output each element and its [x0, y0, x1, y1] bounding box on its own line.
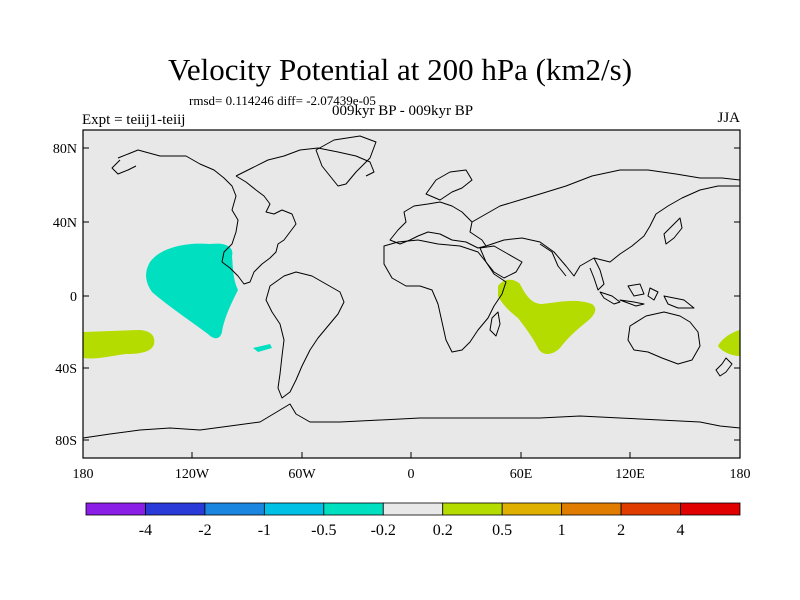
colorbar-label: -0.2 — [371, 522, 396, 539]
lon-label-60w: 60W — [288, 467, 316, 482]
lon-label-120e: 120E — [615, 467, 645, 482]
colorbar-swatch — [382, 502, 444, 516]
lat-label-80s: 80S — [55, 434, 77, 449]
map-title: Velocity Potential at 200 hPa (km2/s) — [167, 52, 633, 87]
colorbar-label: -1 — [258, 522, 271, 539]
anomaly-region-east-pacific — [146, 243, 238, 339]
colorbar-swatch — [323, 502, 384, 516]
colorbar-swatch — [501, 502, 563, 516]
colorbar-swatch — [680, 502, 741, 516]
period-label: 009kyr BP - 009kyr BP — [332, 103, 474, 119]
lat-label-40n: 40N — [53, 216, 77, 231]
coastlines — [82, 135, 741, 439]
anomaly-region-south-pacific-east — [718, 330, 740, 356]
colorbar-swatch — [263, 502, 325, 516]
stats-text: rmsd= 0.114246 diff= -2.07439e-05 — [189, 93, 376, 108]
axis-ticks — [82, 147, 741, 458]
colorbar-label: 0.2 — [433, 522, 453, 539]
colorbar-swatch — [561, 502, 622, 516]
anomaly-region-indian-ocean — [498, 279, 596, 354]
lon-label-120w: 120W — [175, 467, 210, 482]
lat-label-0: 0 — [70, 290, 77, 305]
lon-label-0: 0 — [408, 467, 415, 482]
colorbar-label: 1 — [558, 522, 566, 539]
colorbar-label: -2 — [198, 522, 211, 539]
colorbar-swatch — [204, 502, 265, 516]
colorbar-label: 4 — [677, 522, 685, 539]
colorbar-label: 2 — [617, 522, 625, 539]
lon-label-180e: 180 — [730, 467, 751, 482]
colorbar-label: -0.5 — [311, 522, 336, 539]
lon-label-60e: 60E — [510, 467, 533, 482]
colorbar-label: 0.5 — [492, 522, 512, 539]
anomaly-region-south-pacific-west — [83, 330, 155, 359]
lon-label-180w: 180 — [73, 467, 94, 482]
season-label: JJA — [717, 110, 740, 126]
colorbar-label: -4 — [139, 522, 152, 539]
colorbar-swatch — [442, 502, 503, 516]
colorbar-swatch — [145, 502, 206, 516]
colorbar-swatch — [85, 502, 146, 516]
lat-label-80n: 80N — [53, 142, 77, 157]
experiment-label: Expt = teiij1-teiij — [82, 112, 186, 128]
colorbar: -4 -2 -1 -0.5 -0.2 0.2 0.5 1 2 4 — [85, 502, 741, 539]
anomaly-region-chile — [253, 344, 272, 352]
lat-label-40s: 40S — [55, 362, 77, 377]
colorbar-swatch — [620, 502, 681, 516]
